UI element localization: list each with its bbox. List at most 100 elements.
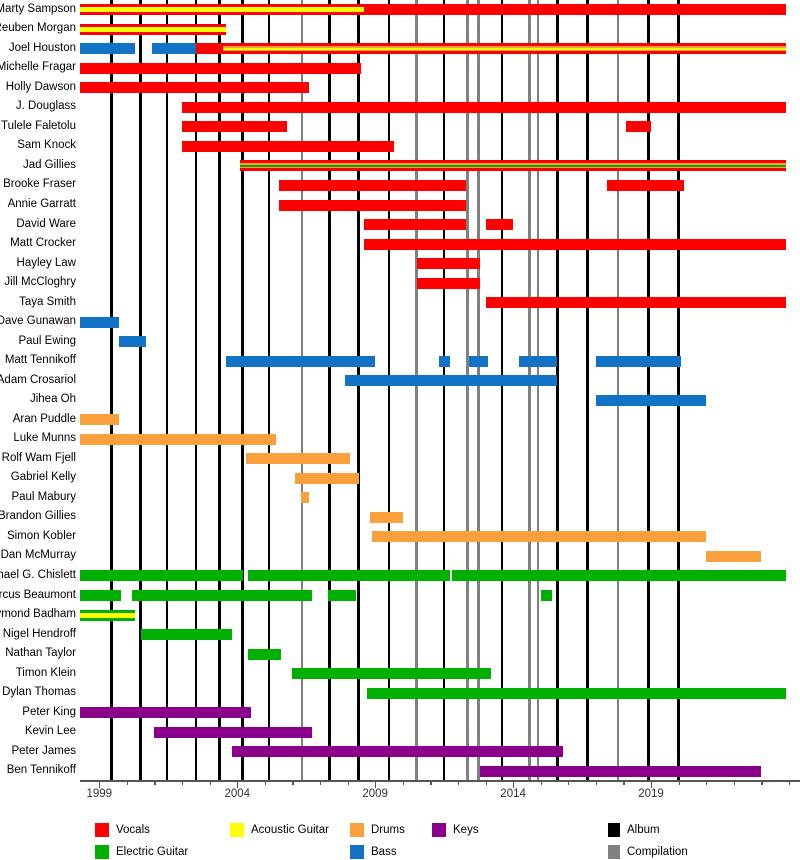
- legend-label: Drums: [371, 824, 405, 836]
- timeline-bar: [248, 570, 450, 582]
- album-release-line: [110, 0, 114, 781]
- album-release-line: [555, 0, 559, 781]
- timeline-bar: [226, 355, 376, 367]
- timeline-bar: [438, 4, 464, 16]
- timeline-bar: [369, 511, 403, 523]
- timeline-bar: [245, 453, 351, 465]
- timeline-bar: [80, 26, 227, 32]
- x-axis-tick-label: 2014: [500, 788, 526, 800]
- timeline-bar: [540, 590, 552, 601]
- row-label: Matt Tennikoff: [4, 354, 76, 367]
- legend-item[interactable]: Electric Guitar: [95, 845, 188, 859]
- compilation-release-line: [528, 0, 531, 781]
- compilation-release-line: [477, 0, 480, 781]
- x-axis-tick: [347, 781, 349, 785]
- row-label: Jill McCloghry: [4, 276, 76, 289]
- row-label: Matt Crocker: [10, 237, 76, 250]
- timeline-bar: [295, 472, 359, 484]
- timeline-bar: [132, 590, 312, 601]
- row-label: Brandon Gillies: [0, 510, 76, 523]
- timeline-bar: [240, 164, 787, 168]
- album-release-line: [357, 0, 360, 781]
- row-label: Tulele Faletolu: [0, 119, 76, 132]
- legend-item[interactable]: Vocals: [95, 823, 150, 837]
- legend-item[interactable]: Acoustic Guitar: [230, 823, 329, 837]
- timeline-bar: [278, 179, 467, 191]
- x-axis-tick: [182, 781, 184, 785]
- legend-item[interactable]: Keys: [432, 823, 479, 837]
- timeline-bar: [468, 355, 489, 367]
- row-label: Brooke Fraser: [3, 178, 76, 191]
- timeline-bar: [416, 258, 480, 270]
- row-label: Annie Garratt: [7, 198, 76, 210]
- row-label: Gabriel Kelly: [10, 471, 76, 484]
- timeline-bar: [80, 570, 243, 582]
- x-axis-tick: [126, 781, 129, 785]
- x-axis-tick: [375, 781, 377, 788]
- row-label-axis: Marty Sampson Reuben Morgan Joel Houston Mi…: [0, 0, 80, 781]
- timeline-bar: [140, 629, 232, 641]
- x-axis-tick: [651, 781, 653, 788]
- x-axis-tick: [209, 781, 211, 785]
- row-label: Dylan Thomas: [2, 686, 76, 699]
- timeline-bar: [80, 414, 119, 426]
- timeline-bar: [154, 726, 312, 738]
- x-axis-tick: [485, 781, 487, 785]
- timeline-bar: [182, 140, 395, 152]
- row-label: Nathan Taylor: [5, 647, 76, 660]
- row-label: Taya Smith: [19, 295, 76, 308]
- timeline-bar: [416, 277, 480, 289]
- timeline-bar: [328, 590, 356, 601]
- legend-item[interactable]: Drums: [350, 823, 405, 837]
- timeline-bar: [118, 336, 147, 348]
- row-label: Jad Gillies: [22, 158, 76, 171]
- chart-legend: Vocals Electric Guitar Acoustic Guitar Bass…: [0, 815, 800, 860]
- x-axis-tick: [623, 781, 625, 785]
- legend-label: Acoustic Guitar: [251, 824, 329, 836]
- timeline-bar: [452, 570, 787, 582]
- timeline-bar: [80, 43, 136, 55]
- timeline-bar: [372, 531, 707, 543]
- legend-item[interactable]: Bass: [350, 845, 397, 859]
- album-release-line: [442, 0, 446, 781]
- album-release-line: [139, 0, 142, 781]
- x-axis-tick: [513, 781, 515, 788]
- row-label: Raymond Badham: [0, 608, 76, 621]
- legend-swatch-bass-icon: [350, 845, 364, 859]
- x-axis-tick: [540, 781, 542, 785]
- row-label: J. Douglass: [15, 100, 76, 113]
- timeline-bar: [344, 375, 558, 387]
- timeline-bar: [80, 433, 276, 445]
- timeline-bar: [706, 550, 762, 562]
- timeline-bar: [364, 219, 467, 231]
- timeline-bar: [485, 219, 514, 231]
- x-axis-tick: [430, 781, 432, 785]
- row-label: Holly Dawson: [5, 80, 76, 93]
- album-release-line: [241, 0, 245, 781]
- timeline-bar: [485, 297, 787, 309]
- timeline-bar: [248, 648, 282, 660]
- row-label: Marty Sampson: [0, 2, 76, 15]
- row-label: Nigel Hendroff: [2, 627, 76, 640]
- album-release-line: [165, 0, 169, 781]
- row-label: Luke Munns: [13, 432, 76, 445]
- x-axis-tick-label: 1999: [86, 788, 113, 800]
- legend-item[interactable]: Compilation: [608, 845, 688, 859]
- album-release-line: [218, 0, 221, 781]
- timeline-bar: [366, 687, 787, 699]
- timeline-plot: [80, 0, 800, 781]
- x-axis-tick: [264, 781, 266, 785]
- timeline-bar: [80, 4, 787, 16]
- timeline-bar: [80, 82, 309, 94]
- x-axis-tick: [678, 781, 680, 785]
- album-release-line: [646, 0, 650, 781]
- legend-item[interactable]: Album: [608, 823, 660, 837]
- legend-label: Vocals: [116, 824, 150, 836]
- row-label: Timon Klein: [15, 666, 76, 679]
- timeline-bar: [80, 7, 365, 13]
- timeline-bar: [364, 238, 787, 250]
- timeline-bar: [595, 355, 682, 367]
- timeline-bar: [595, 394, 707, 406]
- x-axis-tick: [706, 781, 708, 785]
